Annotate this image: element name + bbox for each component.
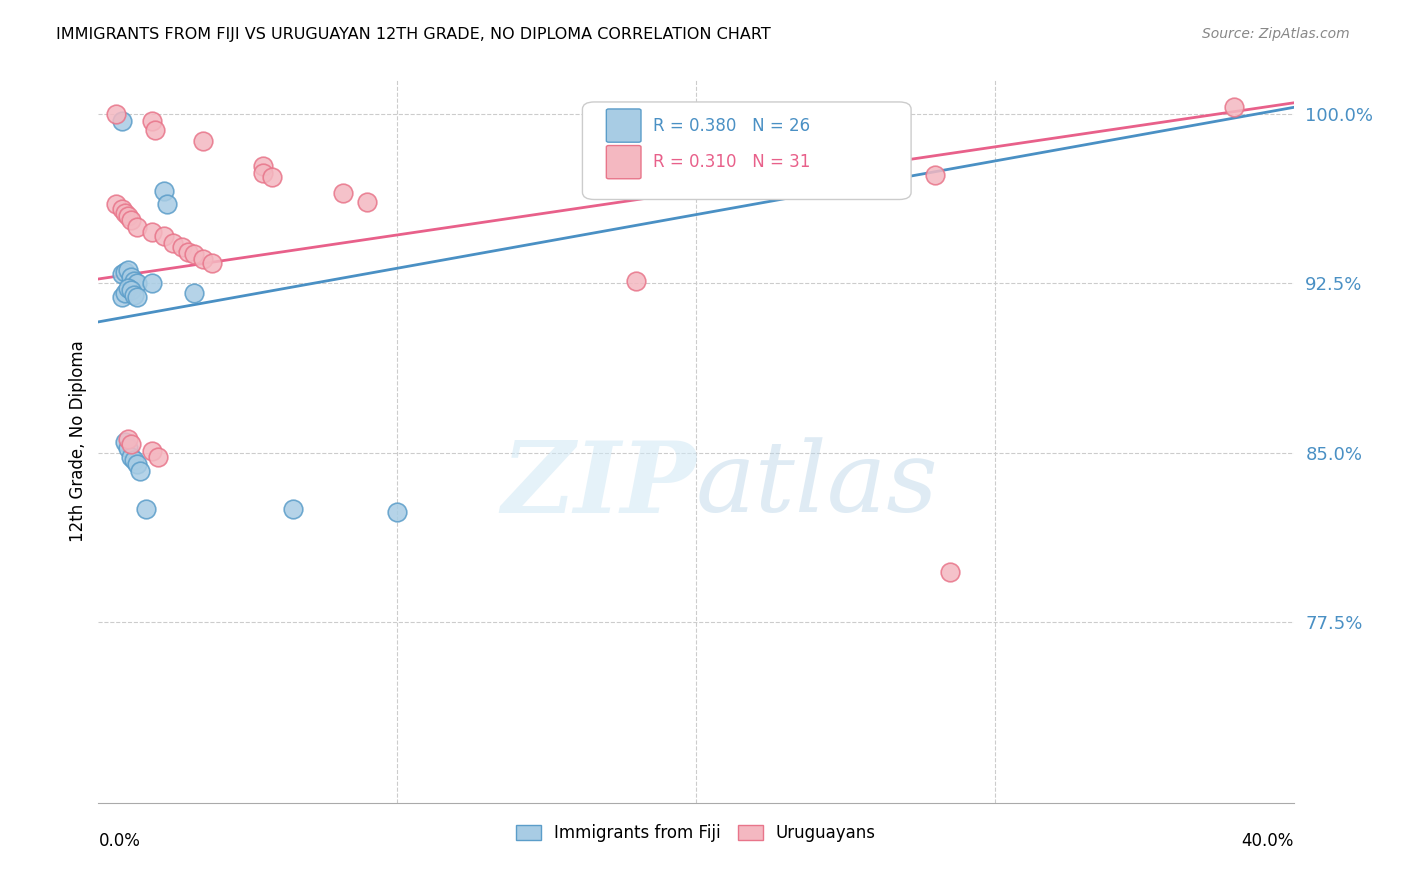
Point — [183, 247, 205, 261]
Text: 0.0%: 0.0% — [98, 831, 141, 850]
Point — [177, 244, 200, 259]
Point — [114, 434, 136, 449]
Point — [114, 285, 136, 300]
Point — [111, 114, 134, 128]
Y-axis label: 12th Grade, No Diploma: 12th Grade, No Diploma — [69, 341, 87, 542]
Point — [141, 443, 163, 458]
Point — [124, 287, 146, 301]
Text: ZIP: ZIP — [501, 437, 696, 533]
Legend: Immigrants from Fiji, Uruguayans: Immigrants from Fiji, Uruguayans — [509, 817, 883, 848]
Point — [939, 566, 962, 580]
Point — [252, 159, 274, 173]
Point — [129, 464, 152, 478]
Text: R = 0.310   N = 31: R = 0.310 N = 31 — [652, 153, 810, 171]
Point — [120, 269, 142, 284]
Text: IMMIGRANTS FROM FIJI VS URUGUAYAN 12TH GRADE, NO DIPLOMA CORRELATION CHART: IMMIGRANTS FROM FIJI VS URUGUAYAN 12TH G… — [56, 27, 770, 42]
Point — [141, 277, 163, 291]
FancyBboxPatch shape — [606, 109, 641, 142]
Point — [191, 134, 214, 148]
Point — [111, 268, 134, 282]
Point — [120, 437, 142, 451]
Text: Source: ZipAtlas.com: Source: ZipAtlas.com — [1202, 27, 1350, 41]
Point — [385, 504, 409, 518]
Point — [141, 114, 163, 128]
Point — [924, 168, 946, 182]
Point — [127, 290, 149, 304]
Point — [153, 184, 176, 198]
Point — [117, 209, 139, 223]
Point — [117, 281, 139, 295]
Point — [201, 256, 224, 270]
Point — [183, 285, 205, 300]
Point — [114, 265, 136, 279]
Text: R = 0.380   N = 26: R = 0.380 N = 26 — [652, 117, 810, 135]
Point — [127, 220, 149, 235]
Point — [124, 452, 146, 467]
Point — [252, 166, 274, 180]
Point — [143, 123, 166, 137]
Point — [141, 225, 163, 239]
Point — [148, 450, 170, 465]
Text: atlas: atlas — [696, 437, 939, 533]
Point — [153, 229, 176, 244]
Point — [127, 277, 149, 291]
Text: 40.0%: 40.0% — [1241, 831, 1294, 850]
Point — [281, 502, 304, 516]
Point — [1223, 100, 1246, 114]
Point — [162, 235, 184, 250]
Point — [156, 197, 179, 211]
Point — [111, 202, 134, 216]
Point — [332, 186, 354, 201]
Point — [127, 457, 149, 471]
Point — [135, 502, 157, 516]
Point — [120, 283, 142, 297]
Point — [105, 197, 128, 211]
FancyBboxPatch shape — [606, 145, 641, 178]
FancyBboxPatch shape — [582, 102, 911, 200]
Point — [124, 274, 146, 288]
Point — [260, 170, 283, 185]
Point — [105, 107, 128, 121]
Point — [172, 240, 194, 254]
Point — [117, 442, 139, 456]
Point — [356, 195, 378, 210]
Point — [117, 263, 139, 277]
Point — [111, 290, 134, 304]
Point — [120, 213, 142, 227]
Point — [120, 450, 142, 465]
Point — [191, 252, 214, 266]
Point — [114, 206, 136, 220]
Point — [626, 274, 648, 288]
Point — [117, 432, 139, 446]
